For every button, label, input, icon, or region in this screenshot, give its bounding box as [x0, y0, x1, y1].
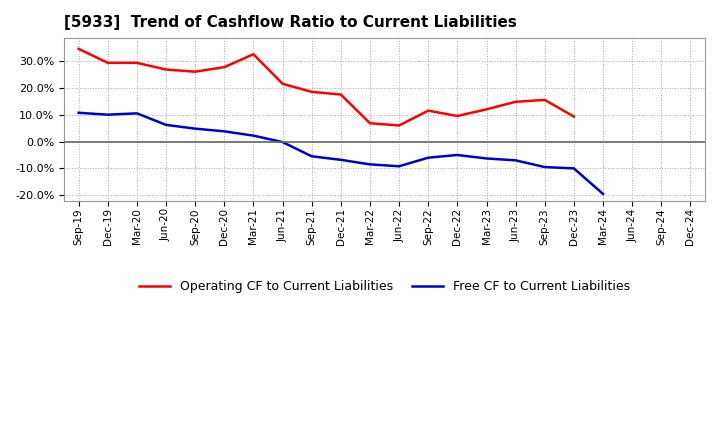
- Operating CF to Current Liabilities: [278, 81, 287, 86]
- Operating CF to Current Liabilities: [541, 97, 549, 103]
- Free CF to Current Liabilities: [278, 139, 287, 145]
- Line: Free CF to Current Liabilities: Free CF to Current Liabilities: [78, 113, 603, 194]
- Operating CF to Current Liabilities: [104, 60, 112, 66]
- Operating CF to Current Liabilities: [511, 99, 520, 104]
- Operating CF to Current Liabilities: [453, 114, 462, 119]
- Operating CF to Current Liabilities: [162, 67, 171, 72]
- Free CF to Current Liabilities: [220, 128, 229, 134]
- Free CF to Current Liabilities: [541, 165, 549, 170]
- Line: Operating CF to Current Liabilities: Operating CF to Current Liabilities: [78, 49, 574, 125]
- Legend: Operating CF to Current Liabilities, Free CF to Current Liabilities: Operating CF to Current Liabilities, Fre…: [134, 275, 635, 298]
- Free CF to Current Liabilities: [570, 166, 578, 171]
- Operating CF to Current Liabilities: [74, 46, 83, 51]
- Operating CF to Current Liabilities: [366, 121, 374, 126]
- Operating CF to Current Liabilities: [570, 114, 578, 119]
- Operating CF to Current Liabilities: [307, 89, 316, 95]
- Operating CF to Current Liabilities: [249, 51, 258, 57]
- Operating CF to Current Liabilities: [132, 60, 141, 66]
- Operating CF to Current Liabilities: [191, 69, 199, 74]
- Free CF to Current Liabilities: [191, 126, 199, 131]
- Free CF to Current Liabilities: [104, 112, 112, 117]
- Free CF to Current Liabilities: [366, 162, 374, 167]
- Operating CF to Current Liabilities: [336, 92, 345, 97]
- Free CF to Current Liabilities: [162, 122, 171, 128]
- Operating CF to Current Liabilities: [482, 106, 491, 112]
- Free CF to Current Liabilities: [395, 164, 403, 169]
- Operating CF to Current Liabilities: [395, 123, 403, 128]
- Text: [5933]  Trend of Cashflow Ratio to Current Liabilities: [5933] Trend of Cashflow Ratio to Curren…: [64, 15, 517, 30]
- Free CF to Current Liabilities: [599, 191, 608, 197]
- Free CF to Current Liabilities: [307, 154, 316, 159]
- Free CF to Current Liabilities: [511, 158, 520, 163]
- Free CF to Current Liabilities: [453, 152, 462, 158]
- Free CF to Current Liabilities: [482, 156, 491, 161]
- Free CF to Current Liabilities: [74, 110, 83, 115]
- Free CF to Current Liabilities: [132, 111, 141, 116]
- Operating CF to Current Liabilities: [220, 65, 229, 70]
- Operating CF to Current Liabilities: [424, 108, 433, 113]
- Free CF to Current Liabilities: [249, 133, 258, 138]
- Free CF to Current Liabilities: [336, 157, 345, 162]
- Free CF to Current Liabilities: [424, 155, 433, 160]
